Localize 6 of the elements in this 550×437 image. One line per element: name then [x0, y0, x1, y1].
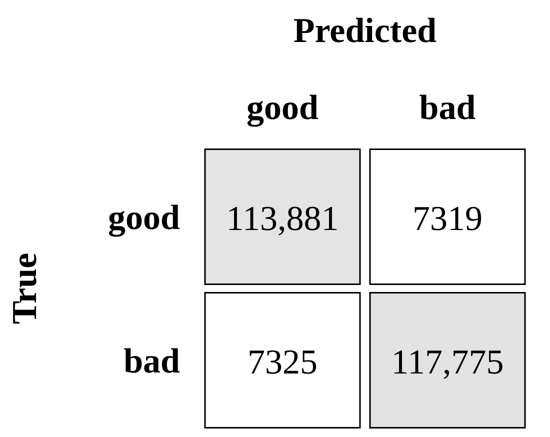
- data-label: 7325: [248, 342, 318, 382]
- data-label: 7319: [412, 198, 482, 238]
- data-label: 117,775: [391, 342, 504, 382]
- data-label: 113,881: [226, 198, 339, 238]
- x-axis-title: Predicted: [293, 11, 438, 50]
- y-axis-title: True: [5, 252, 44, 324]
